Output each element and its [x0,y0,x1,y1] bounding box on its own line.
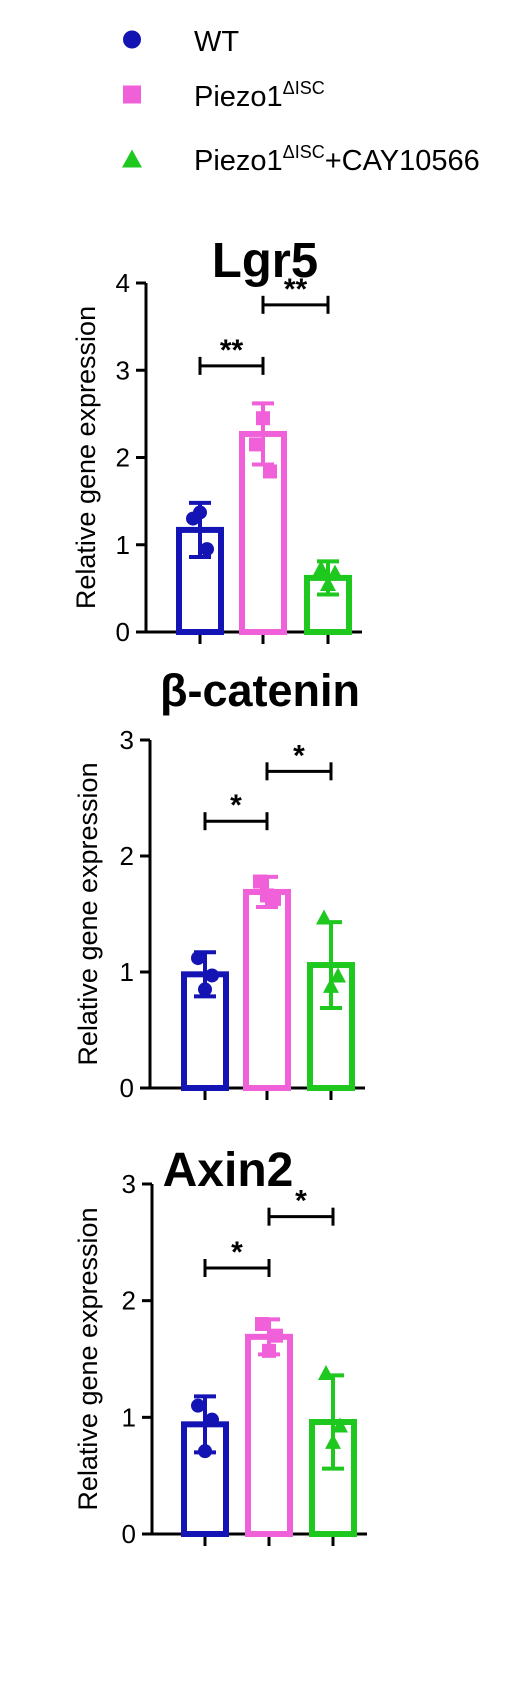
bar [304,574,352,635]
y-tick-label: 3 [120,725,134,755]
chart-beta-catenin: β-catenin Relative gene expression 0 1 2 3 * * [0,665,508,1138]
significance-label: * [231,1236,243,1269]
data-point [205,968,219,983]
significance-label: ** [220,334,244,367]
data-point [193,505,207,520]
y-tick-label: 2 [120,841,134,871]
bar [243,888,291,1091]
significance-label: * [230,789,242,822]
legend-marker-square-icon [122,85,142,110]
y-tick-label: 3 [122,1169,136,1199]
legend-marker-triangle-icon [121,149,143,174]
legend-label: Piezo1ΔISC+CAY10566 [194,141,480,177]
data-point [313,560,329,576]
significance-label: * [293,739,305,772]
y-tick-label: 3 [116,355,130,385]
y-tick-label: 4 [116,268,130,298]
data-point [200,542,214,557]
chart-beta-catenin-svg: β-catenin Relative gene expression 0 1 2 3 * * [73,665,365,1103]
data-point [269,1328,283,1343]
data-point [330,967,346,983]
chart-axin2-svg: Axin2 Relative gene expression 0 1 2 3 * * [73,1144,367,1549]
legend-label: Piezo1ΔISC [194,77,325,113]
data-point [255,1317,269,1331]
chart-title: β-catenin [160,665,360,716]
chart-lgr5: Lgr5 Relative gene expression 0 1 2 3 4 ** ** [0,230,508,670]
data-point [323,977,339,993]
data-point [205,1412,219,1427]
y-tick-label: 1 [122,1402,136,1432]
y-tick-label: 1 [116,530,130,560]
chart-axin2: Axin2 Relative gene expression 0 1 2 3 * * [0,1128,508,1696]
circle-icon [123,30,141,49]
data-point [256,411,270,426]
data-point [327,564,343,580]
significance-label: * [295,1185,307,1218]
y-tick-label: 0 [120,1073,134,1103]
data-point [191,1398,205,1413]
data-point [262,1343,276,1358]
bar [245,1333,293,1537]
chart-lgr5-svg: Lgr5 Relative gene expression 0 1 2 3 4 ** ** [71,234,362,647]
data-point [191,951,205,966]
square-icon [123,85,141,104]
triangle-icon [122,149,142,168]
y-axis-label: Relative gene expression [73,1207,103,1510]
data-point [263,464,277,479]
legend: WT Piezo1ΔISC Piezo1ΔISC+CAY10566 [0,0,508,230]
data-point [198,1444,212,1459]
chart-title: Lgr5 [212,234,318,288]
data-point [267,891,281,906]
y-axis-label: Relative gene expression [71,306,101,609]
y-tick-label: 2 [116,443,130,473]
data-point [318,1365,334,1380]
data-point [332,1417,348,1433]
data-point [316,909,332,925]
data-point [253,874,267,889]
data-point [198,982,212,997]
y-tick-label: 1 [120,957,134,987]
data-point [320,576,336,592]
y-tick-label: 0 [116,617,130,647]
y-tick-label: 2 [122,1286,136,1316]
chart-title: Axin2 [163,1144,294,1197]
y-axis-label: Relative gene expression [73,762,103,1065]
data-point [249,437,263,452]
data-point [325,1433,341,1449]
y-tick-label: 0 [122,1519,136,1549]
significance-label: ** [284,273,308,306]
legend-label: WT [194,25,240,58]
legend-marker-circle-icon [122,30,142,55]
